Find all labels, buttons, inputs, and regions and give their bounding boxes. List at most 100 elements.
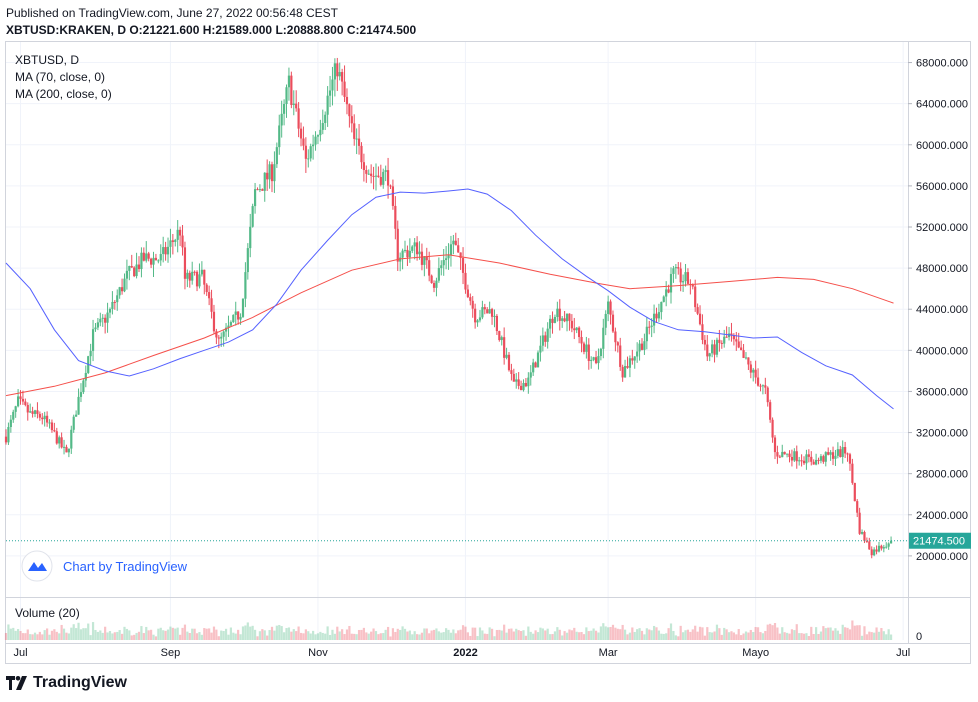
candle-body [536,352,540,368]
volume-bar [740,635,743,640]
candle-body [532,362,535,373]
volume-bar [827,627,830,640]
candle-body [708,353,711,357]
candle-body [464,272,467,290]
candle-body [486,309,489,314]
volume-bar [159,627,162,640]
candle-body [442,260,445,266]
candle-body [846,453,849,455]
volume-bar [113,632,116,640]
candle-body [870,549,873,556]
volume-bar [316,633,320,640]
volume-bar [428,633,431,640]
x-tick-label: Mayo [742,647,769,659]
volume-bar [205,628,208,640]
candle-body [9,419,12,428]
candle-body [834,455,837,459]
candle-body [186,272,189,279]
volume-bar [578,632,581,640]
volume-bar [440,632,443,640]
candle-body [275,147,278,165]
candle-body [94,327,97,330]
candle-body [169,240,172,247]
candle-body [725,336,728,338]
volume-bar [495,629,499,640]
candle-body [162,247,165,254]
volume-bar [853,625,856,640]
volume-bar [79,629,83,640]
volume-bar [609,627,612,640]
candle-body [120,287,124,292]
volume-bar [505,632,508,640]
candle-body [280,113,283,126]
volume-bar [224,628,228,640]
volume-bar [660,633,663,640]
volume-bar [575,631,578,640]
volume-bar [802,633,806,640]
volume-bar [261,629,264,640]
x-tick-label: Jul [13,647,27,659]
candle-body [38,413,41,418]
candle-body [333,63,336,80]
volume-bar [135,632,138,640]
volume-bar [362,627,365,640]
candle-body [157,260,160,262]
x-tick-label: Sep [161,647,181,659]
volume-bar [766,624,769,640]
candle-body [800,460,803,462]
candle-body [648,326,651,328]
volume-bar [179,634,182,640]
volume-bar [220,630,223,640]
candle-body [696,307,699,314]
candle-body [568,313,571,321]
x-tick-label: Jul [896,647,910,659]
candle-body [413,242,416,247]
candle-body [174,239,177,243]
volume-bar [188,633,191,640]
candle-body [149,258,153,265]
volume-bar [106,632,109,640]
volume-bar [553,631,557,640]
candle-body [21,398,25,402]
volume-bar [490,628,494,640]
volume-bar [162,630,165,640]
candle-body [336,63,339,77]
candle-body [152,257,155,265]
volume-bar [885,634,888,640]
volume-bar [75,628,78,640]
volume-bar [689,631,692,640]
tradingview-brand[interactable]: TradingView [6,674,127,692]
volume-bar [834,628,837,640]
volume-bar [24,633,27,640]
volume-bar [12,627,15,640]
volume-bar [464,626,467,640]
candle-body [418,251,421,255]
volume-bar [62,628,66,640]
candle-body [454,240,457,246]
candle-body [188,272,191,281]
candle-body [478,317,482,321]
candle-body [853,482,856,502]
volume-bar [222,631,225,640]
candle-body [217,337,220,339]
candle-body [125,270,129,279]
candle-body [848,454,852,464]
volume-bar [137,631,141,640]
candle-body [713,344,716,355]
candle-body [140,252,143,270]
volume-bar [355,634,358,640]
volume-bar [326,626,329,640]
y-tick-label: 64000.000 [916,99,968,111]
volume-group [4,620,893,640]
volume-bar [297,626,300,640]
candle-body [592,357,595,360]
candle-body [312,144,315,147]
candle-body [822,456,825,462]
candle-body [766,387,769,403]
volume-bar [208,628,211,640]
volume-bar [280,626,283,640]
volume-bar [498,629,501,640]
volume-bar [684,630,687,640]
candle-body [33,410,37,414]
